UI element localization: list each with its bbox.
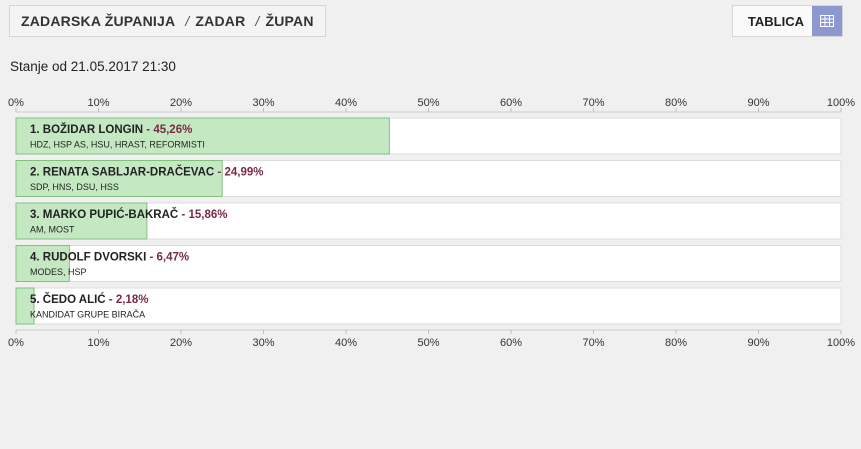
breadcrumb-separator: / xyxy=(185,13,190,29)
breadcrumb-separator: / xyxy=(255,13,260,29)
tick-label-top: 0% xyxy=(8,97,24,109)
candidate-parties: MODES, HSP xyxy=(30,267,87,277)
results-bar-chart: 0% 0% 10% 10% 20% 20% 30% 30% 40% 40% 50% 50% 60% 60%… xyxy=(8,97,855,349)
table-view-label: TABLICA xyxy=(747,13,804,29)
candidate-label: 2. RENATA SABLJAR-DRAČEVAC - 24,99% xyxy=(30,166,263,179)
tick-label-bottom: 70% xyxy=(582,337,604,349)
bar-track xyxy=(15,202,842,240)
bar-fill xyxy=(15,117,390,155)
tick-label-bottom: 60% xyxy=(500,337,522,349)
grid-icon xyxy=(812,6,842,36)
tick-label-bottom: 50% xyxy=(417,337,439,349)
breadcrumb: ZADARSKA ŽUPANIJA / ZADAR / ŽUPAN xyxy=(9,5,326,37)
tick-label-top: 10% xyxy=(87,97,109,109)
tick-label-top: 80% xyxy=(665,97,687,109)
candidate-name: 1. BOŽIDAR LONGIN xyxy=(30,123,143,136)
tick-label-top: 40% xyxy=(335,97,357,109)
candidate-label: 3. MARKO PUPIĆ-BAKRAČ - 15,86% xyxy=(30,208,227,221)
candidate-percent: - 2,18% xyxy=(106,294,149,306)
candidate-name: 4. RUDOLF DVORSKI xyxy=(30,252,146,264)
candidate-name: 3. MARKO PUPIĆ-BAKRAČ xyxy=(30,208,178,221)
bar-fill xyxy=(15,202,148,240)
bar-track xyxy=(15,245,842,282)
breadcrumb-city[interactable]: ZADAR xyxy=(195,13,246,29)
candidate-parties: AM, MOST xyxy=(30,225,75,235)
tick-label-bottom: 10% xyxy=(87,337,109,349)
table-view-button[interactable]: TABLICA xyxy=(732,5,843,37)
status-timestamp: Stanje od 21.05.2017 21:30 xyxy=(10,59,176,74)
candidate-label: 5. ČEDO ALIĆ - 2,18% xyxy=(30,293,148,306)
tick-label-top: 70% xyxy=(582,97,604,109)
bar-fill xyxy=(15,287,35,325)
candidate-name: 5. ČEDO ALIĆ xyxy=(30,293,106,306)
tick-label-bottom: 40% xyxy=(335,337,357,349)
tick-label-bottom: 20% xyxy=(170,337,192,349)
tick-label-top: 90% xyxy=(747,97,769,109)
tick-label-top: 50% xyxy=(417,97,439,109)
tick-label-top: 20% xyxy=(170,97,192,109)
tick-label-bottom: 80% xyxy=(665,337,687,349)
tick-label-bottom: 90% xyxy=(747,337,769,349)
candidate-percent: - 6,47% xyxy=(146,252,189,264)
tick-label-bottom: 100% xyxy=(827,337,855,349)
candidate-parties: KANDIDAT GRUPE BIRAČA xyxy=(30,310,145,320)
tick-label-bottom: 30% xyxy=(252,337,274,349)
candidate-parties: HDZ, HSP AS, HSU, HRAST, REFORMISTI xyxy=(30,140,205,150)
bar-fill xyxy=(15,160,223,197)
bar-track xyxy=(15,287,842,325)
candidate-percent: - 24,99% xyxy=(214,167,263,179)
breadcrumb-office[interactable]: ŽUPAN xyxy=(265,13,314,29)
tick-label-top: 30% xyxy=(252,97,274,109)
candidate-name: 2. RENATA SABLJAR-DRAČEVAC xyxy=(30,166,214,179)
candidate-percent: - 15,86% xyxy=(178,209,227,221)
tick-label-top: 60% xyxy=(500,97,522,109)
candidate-percent: - 45,26% xyxy=(143,124,192,136)
tick-label-bottom: 0% xyxy=(8,337,24,349)
breadcrumb-county[interactable]: ZADARSKA ŽUPANIJA xyxy=(21,13,176,29)
candidate-label: 1. BOŽIDAR LONGIN - 45,26% xyxy=(30,123,192,136)
candidate-label: 4. RUDOLF DVORSKI - 6,47% xyxy=(30,252,189,264)
candidate-parties: SDP, HNS, DSU, HSS xyxy=(30,182,119,192)
tick-label-top: 100% xyxy=(827,97,855,109)
bar-fill xyxy=(15,245,70,282)
